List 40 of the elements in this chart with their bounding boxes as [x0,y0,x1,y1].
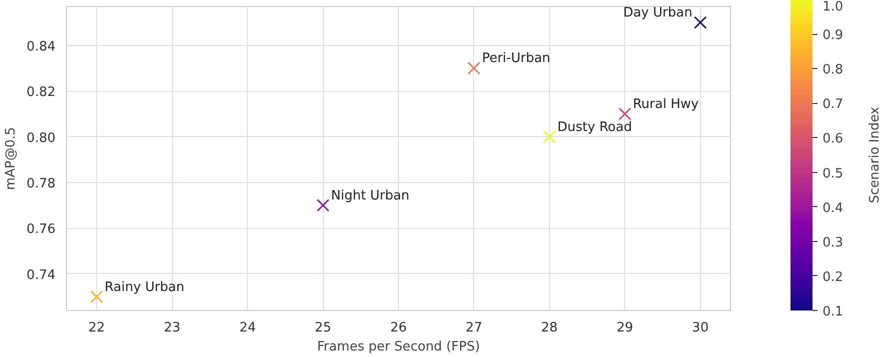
x-tick-label: 25 [314,320,332,336]
y-axis-title: mAP@0.5 [4,126,19,190]
point [694,16,707,29]
x-tick-label: 28 [541,320,558,336]
annotation: Day Urban [623,6,692,20]
y-tick-label: 0.76 [26,222,56,238]
x-tick-label: 27 [466,320,482,336]
x-tick-label: 30 [692,320,709,336]
color-bar-title: Scenario Index [868,106,882,204]
annotation: Night Urban [331,188,410,204]
color-bar-label: 0.4 [822,200,844,216]
point [316,198,330,212]
color-bar-label: 1.0 [822,0,844,14]
color-bar-label: 0.8 [822,62,844,78]
color-bar-label: 0.7 [822,97,844,112]
annotation: Rainy Urban [104,280,184,295]
y-tick-label: 0.84 [26,39,56,54]
y-tick-label: 0.74 [26,268,56,283]
color-bar-label: 0.3 [822,235,844,250]
color-bar-label: 0.5 [822,166,844,182]
annotation: Rural Hwy [632,96,700,112]
point [90,290,104,304]
color-bar-label: 0.6 [822,132,844,147]
point [468,62,480,75]
y-tick-label: 0.82 [26,85,56,100]
x-tick-label: 26 [390,320,407,336]
color-bar-label: 0.1 [822,304,844,320]
x-axis-title: Frames per Second (FPS) [317,340,480,354]
x-tick-label: 22 [88,320,105,336]
y-tick-label: 0.78 [26,176,56,192]
x-tick-label: 24 [239,320,256,336]
color-bar-label: 0.2 [822,270,844,285]
annotation: Peri-Urban [482,51,550,66]
point [618,108,632,120]
x-tick-label: 29 [616,320,634,336]
point [543,130,556,144]
color-bar-label: 0.9 [822,28,844,44]
annotation: Dusty Road [557,120,632,135]
y-tick-label: 0.80 [26,130,56,146]
x-tick-label: 23 [164,320,180,336]
